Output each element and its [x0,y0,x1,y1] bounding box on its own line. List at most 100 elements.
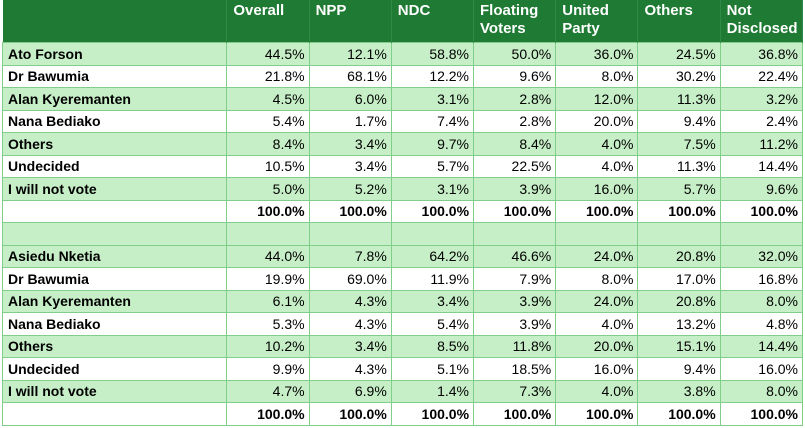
value-cell: 68.1% [308,64,392,88]
value-cell: 20.0% [555,334,639,358]
header-row: Overall NPP NDC Floating Voters United P… [2,0,804,43]
value-cell: 24.0% [555,289,639,313]
value-cell: 4.3% [308,312,392,336]
value-cell: 11.3% [637,154,721,178]
row-label: Undecided [1,357,228,381]
value-cell: 100.0% [226,402,310,426]
spacer-cell [473,222,557,246]
total-row: 100.0% 100.0% 100.0% 100.0% 100.0% 100.0% 100.… [1,402,804,426]
value-cell: 2.8% [473,87,557,111]
value-cell: 8.0% [719,379,804,403]
row-label: Dr Bawumia [1,64,228,88]
value-cell: 100.0% [308,402,392,426]
value-cell: 36.8% [719,42,804,66]
value-cell: 7.3% [473,379,557,403]
value-cell: 22.5% [473,154,557,178]
value-cell: 3.2% [719,87,804,111]
table-body: Ato Forson 44.5% 12.1% 58.8% 50.0% 36.0% 24.5%… [1,42,804,426]
row-label: Ato Forson [1,42,228,66]
value-cell: 7.8% [308,244,392,268]
spacer-cell [555,222,639,246]
value-cell: 2.8% [473,109,557,133]
value-cell: 100.0% [555,402,639,426]
value-cell: 30.2% [637,64,721,88]
table-row: Nana Bediako 5.4% 1.7% 7.4% 2.8% 20.0% 9.4% 2.4… [1,109,804,133]
value-cell: 7.5% [637,132,721,156]
table-row: Alan Kyeremanten 4.5% 6.0% 3.1% 2.8% 12.0% 11.… [1,87,804,111]
row-label [1,199,228,223]
table-row: Others 10.2% 3.4% 8.5% 11.8% 20.0% 15.1% 14.4% [1,334,804,358]
value-cell: 100.0% [390,402,475,426]
value-cell: 12.0% [555,87,639,111]
total-row: 100.0% 100.0% 100.0% 100.0% 100.0% 100.0% 100.… [1,199,804,223]
value-cell: 13.2% [637,312,721,336]
value-cell: 8.4% [226,132,310,156]
row-label: I will not vote [1,379,228,403]
table-row: Asiedu Nketia 44.0% 7.8% 64.2% 46.6% 24.0% 20.… [1,244,804,268]
value-cell: 8.5% [390,334,475,358]
value-cell: 3.1% [390,87,475,111]
table-row: Alan Kyeremanten 6.1% 4.3% 3.4% 3.9% 24.0% 20.… [1,289,804,313]
value-cell: 20.8% [637,244,721,268]
value-cell: 5.1% [390,357,475,381]
value-cell: 3.4% [308,154,392,178]
table-row: Dr Bawumia 21.8% 68.1% 12.2% 9.6% 8.0% 30.2% 22… [1,64,804,88]
row-label: Alan Kyeremanten [1,87,228,111]
header-united-party: United Party [555,0,639,43]
value-cell: 64.2% [390,244,475,268]
value-cell: 6.9% [308,379,392,403]
value-cell: 1.4% [390,379,475,403]
row-label: Alan Kyeremanten [1,289,228,313]
value-cell: 3.9% [473,312,557,336]
value-cell: 4.0% [555,312,639,336]
value-cell: 100.0% [226,199,310,223]
value-cell: 3.9% [473,289,557,313]
value-cell: 100.0% [637,199,721,223]
value-cell: 5.2% [308,177,392,201]
value-cell: 12.1% [308,42,392,66]
value-cell: 18.5% [473,357,557,381]
value-cell: 5.7% [390,154,475,178]
row-label: Others [1,334,228,358]
value-cell: 11.8% [473,334,557,358]
value-cell: 22.4% [719,64,804,88]
value-cell: 46.6% [473,244,557,268]
value-cell: 4.7% [226,379,310,403]
header-not-disclosed: Not Disclosed [720,0,804,43]
table-row: I will not vote 4.7% 6.9% 1.4% 7.3% 4.0% 3.8% 8… [1,379,804,403]
value-cell: 11.9% [390,267,475,291]
value-cell: 4.5% [226,87,310,111]
value-cell: 5.0% [226,177,310,201]
value-cell: 4.3% [308,289,392,313]
header-blank [2,0,228,43]
value-cell: 100.0% [308,199,392,223]
value-cell: 3.4% [390,289,475,313]
value-cell: 9.6% [719,177,804,201]
table-row: Undecided 9.9% 4.3% 5.1% 18.5% 16.0% 9.4% 16.0% [1,357,804,381]
table-row: Undecided 10.5% 3.4% 5.7% 22.5% 4.0% 11.3% 14.4… [1,154,804,178]
value-cell: 4.8% [719,312,804,336]
value-cell: 16.0% [555,357,639,381]
row-label: Dr Bawumia [1,267,228,291]
value-cell: 11.2% [719,132,804,156]
value-cell: 17.0% [637,267,721,291]
value-cell: 3.4% [308,334,392,358]
spacer-cell [308,222,392,246]
value-cell: 3.4% [308,132,392,156]
header-npp: NPP [309,0,392,43]
value-cell: 32.0% [719,244,804,268]
header-floating-voters: Floating Voters [473,0,557,43]
value-cell: 4.0% [555,132,639,156]
value-cell: 100.0% [390,199,475,223]
value-cell: 3.9% [473,177,557,201]
value-cell: 8.4% [473,132,557,156]
value-cell: 4.3% [308,357,392,381]
value-cell: 9.4% [637,357,721,381]
value-cell: 100.0% [555,199,639,223]
value-cell: 5.3% [226,312,310,336]
value-cell: 44.0% [226,244,310,268]
value-cell: 10.2% [226,334,310,358]
value-cell: 58.8% [390,42,475,66]
value-cell: 11.3% [637,87,721,111]
